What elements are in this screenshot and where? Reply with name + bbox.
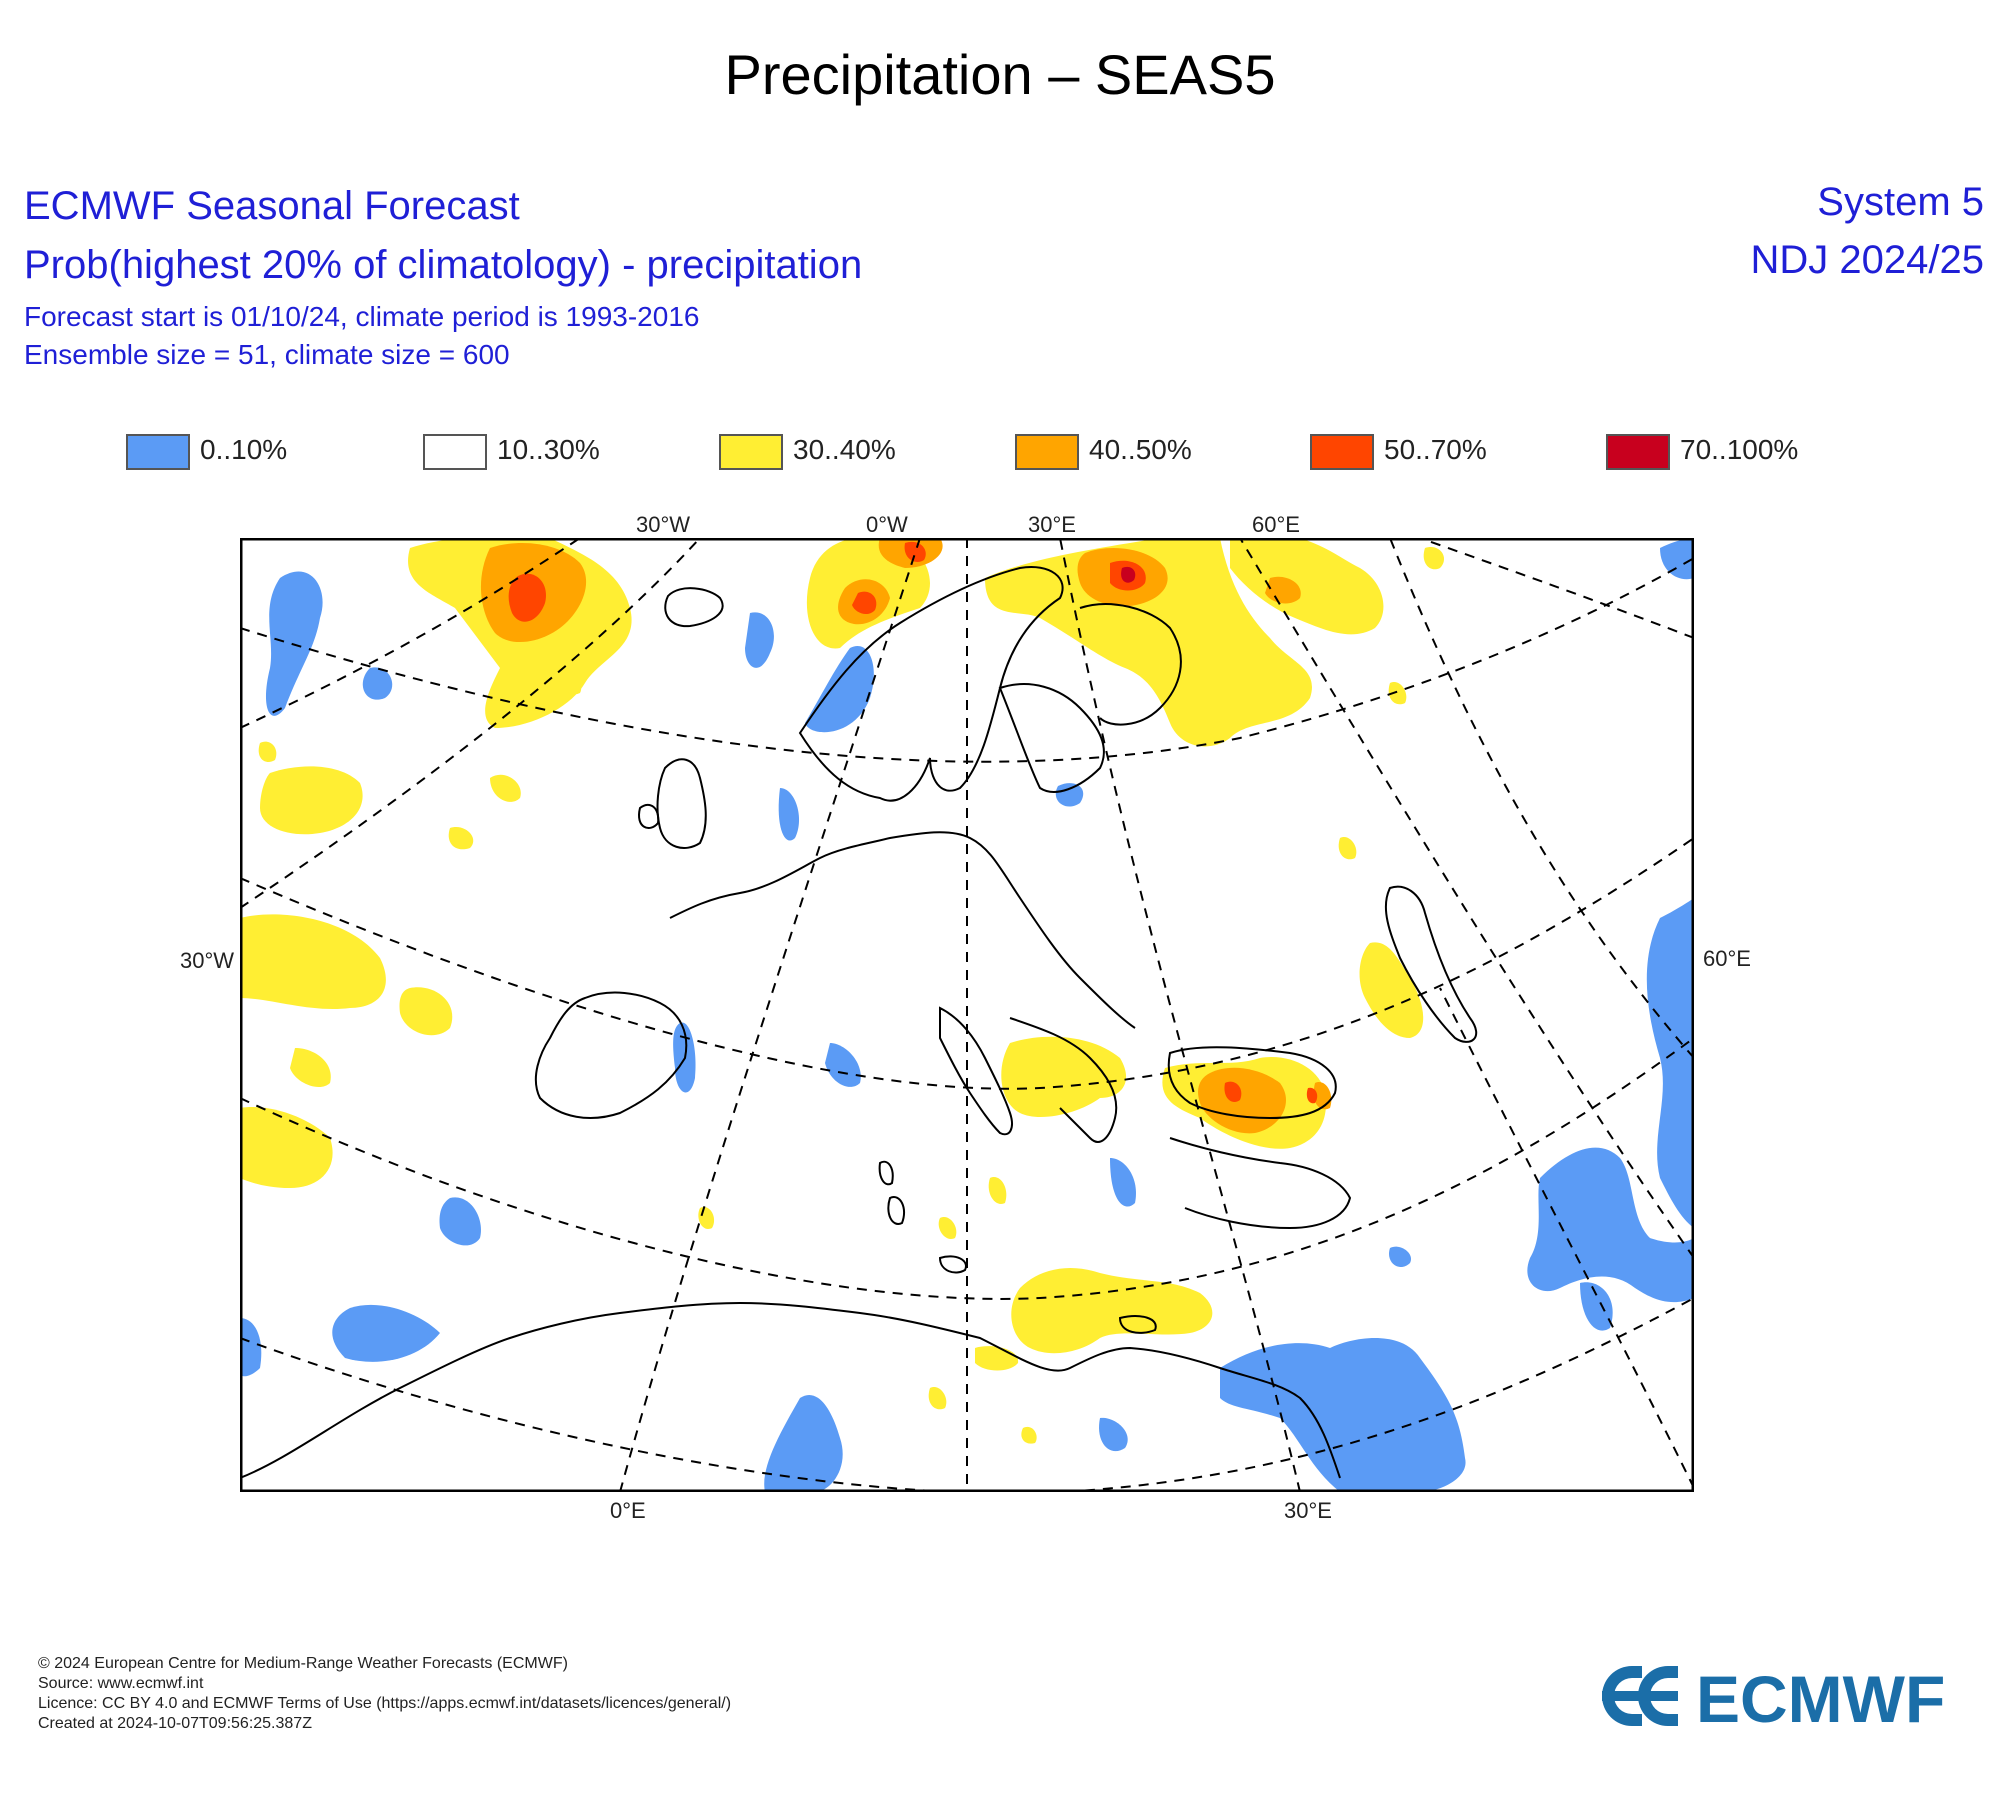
bottom-axis-label: 0°E — [610, 1498, 646, 1523]
coastlines — [240, 566, 1478, 1479]
footer: © 2024 European Centre for Medium-Range … — [38, 1654, 731, 1734]
legend-label: 0..10% — [200, 434, 288, 465]
legend-swatch — [1606, 434, 1670, 470]
legend-swatch — [1015, 434, 1079, 470]
legend-swatch — [423, 434, 487, 470]
forecast-title: ECMWF Seasonal Forecast — [24, 184, 520, 228]
legend-swatch — [126, 434, 190, 470]
created-text: Created at 2024-10-07T09:56:25.387Z — [38, 1715, 312, 1732]
legend-swatch — [1310, 434, 1374, 470]
ecmwf-logo: ECMWF — [1602, 1662, 1945, 1730]
top-axis-label: 30°W — [636, 512, 691, 537]
left-axis-label: 30°W — [180, 948, 235, 973]
top-axis-label: 30°E — [1028, 512, 1076, 537]
ensemble-info: Ensemble size = 51, climate size = 600 — [24, 339, 510, 370]
legend-label: 70..100% — [1680, 434, 1799, 465]
top-axis-label: 60°E — [1252, 512, 1300, 537]
logo-text: ECMWF — [1696, 1662, 1945, 1730]
map-frame — [240, 538, 1694, 1492]
low-probability-areas — [240, 538, 1694, 1492]
legend-label: 10..30% — [497, 434, 600, 465]
right-axis-label: 60°E — [1703, 946, 1751, 971]
page-title: Precipitation – SEAS5 — [724, 43, 1276, 106]
licence-text: Licence: CC BY 4.0 and ECMWF Terms of Us… — [38, 1695, 732, 1712]
forecast-map — [240, 538, 1694, 1492]
copyright-text: © 2024 European Centre for Medium-Range … — [38, 1655, 568, 1672]
legend: 0..10% 10..30% 30..40% 40..50% 50..70% 7… — [126, 432, 1826, 474]
extreme-probability-areas — [1121, 566, 1136, 583]
forecast-start-info: Forecast start is 01/10/24, climate peri… — [24, 301, 700, 332]
system-label: System 5 — [1817, 180, 1984, 224]
graticule — [240, 538, 1694, 1492]
source-text: Source: www.ecmwf.int — [38, 1675, 204, 1692]
legend-label: 40..50% — [1089, 434, 1192, 465]
legend-label: 50..70% — [1384, 434, 1487, 465]
very-high-probability-areas — [508, 541, 1318, 1104]
forecast-variable: Prob(highest 20% of climatology) - preci… — [24, 243, 863, 287]
bottom-axis-label: 30°E — [1284, 1498, 1332, 1523]
legend-swatch — [719, 434, 783, 470]
top-axis-label: 0°W — [866, 512, 908, 537]
legend-label: 30..40% — [793, 434, 896, 465]
period-label: NDJ 2024/25 — [1750, 238, 1984, 282]
